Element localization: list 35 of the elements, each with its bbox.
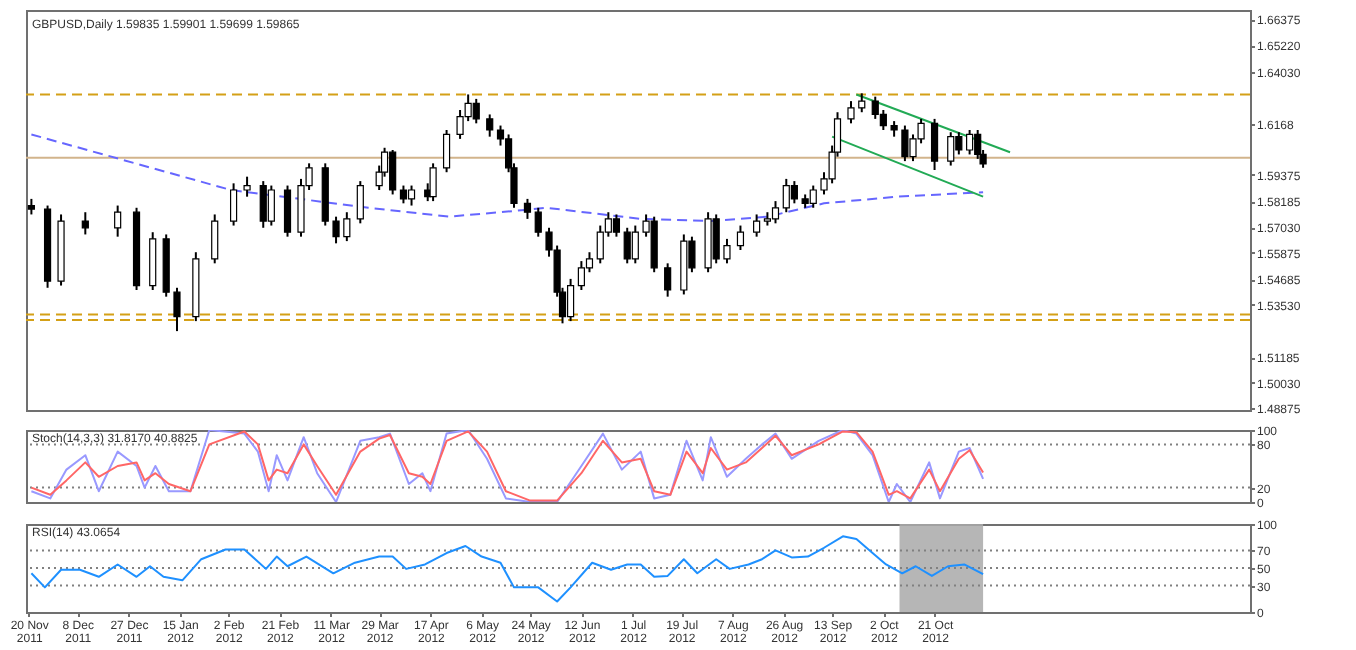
- candlestick: [472, 97, 480, 125]
- candlestick: [650, 215, 658, 274]
- candlestick: [966, 129, 974, 156]
- candlestick: [771, 200, 780, 225]
- candlestick: [211, 213, 219, 265]
- candlestick: [974, 129, 982, 160]
- candlestick: [259, 180, 267, 229]
- candlestick: [114, 204, 122, 238]
- candlestick: [356, 180, 364, 225]
- candlestick: [407, 184, 416, 207]
- candlestick: [81, 211, 89, 236]
- candlestick: [267, 184, 275, 227]
- candlestick: [243, 175, 251, 198]
- candlestick: [790, 180, 798, 205]
- candlestick: [229, 182, 238, 227]
- candlestick: [442, 129, 451, 174]
- candlestick: [930, 117, 939, 171]
- candlestick: [782, 177, 790, 214]
- candlestick: [612, 213, 621, 238]
- candlestick: [623, 226, 631, 265]
- candlestick: [955, 131, 963, 156]
- candlestick: [283, 184, 292, 238]
- candlestick: [486, 113, 494, 138]
- candlestick: [947, 131, 955, 167]
- line-series: [30, 430, 985, 502]
- candlestick: [429, 162, 437, 203]
- candlestick: [577, 260, 585, 291]
- candlestick: [664, 262, 672, 298]
- candlestick: [523, 197, 532, 220]
- line-series: [30, 535, 985, 603]
- candlestick: [567, 277, 575, 323]
- candlestick: [389, 149, 397, 196]
- candlestick: [753, 213, 761, 238]
- candlestick: [736, 224, 745, 251]
- candlestick: [149, 231, 157, 291]
